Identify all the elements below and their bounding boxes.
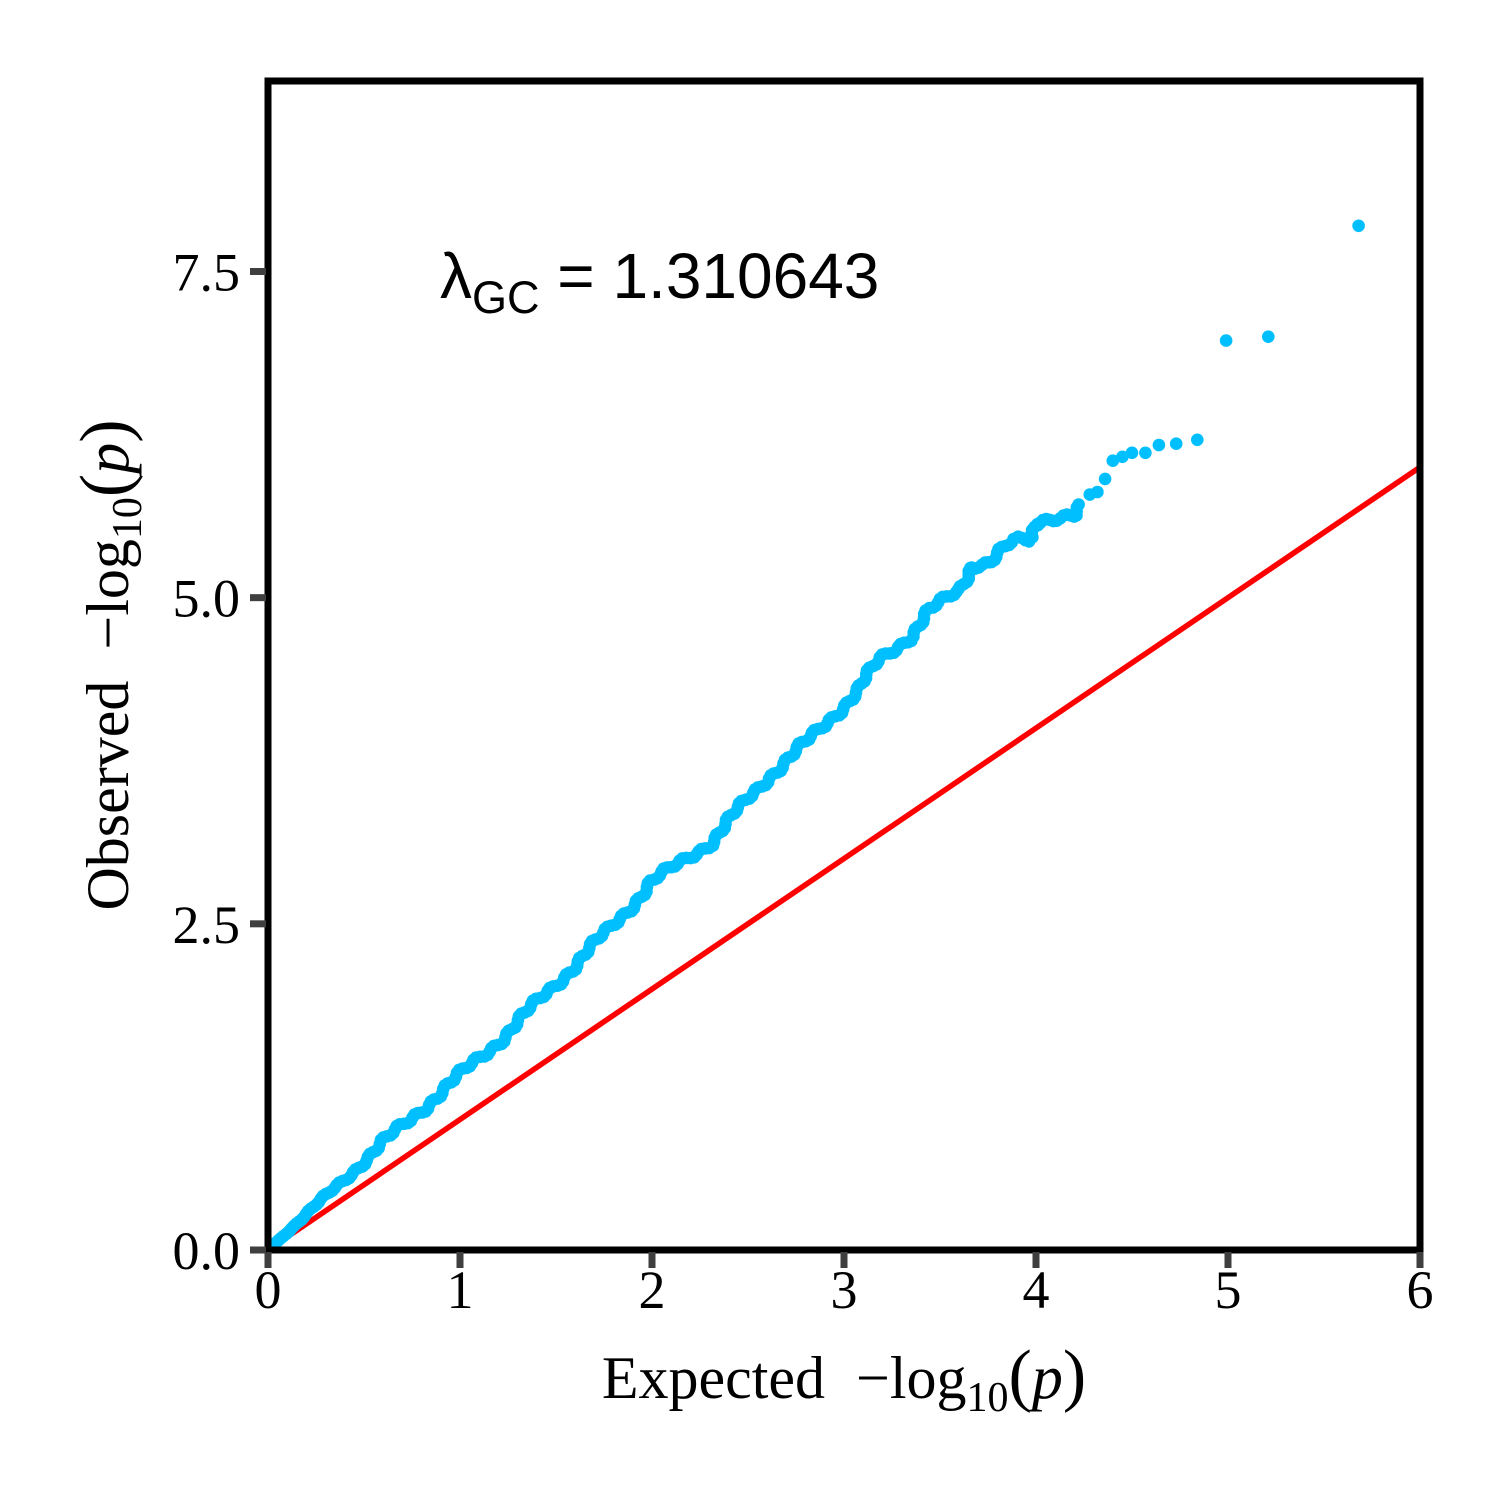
x-tick-label: 5: [1215, 1260, 1242, 1320]
data-point-tail: [1116, 450, 1129, 464]
identity-line-group: [268, 464, 1420, 1250]
y-tick-label: 0.0: [173, 1221, 241, 1281]
lambda-gc-annotation: λGC = 1.310643: [440, 240, 879, 323]
x-axis-title: Expected −log10(p): [602, 1337, 1086, 1421]
data-point-tail: [1352, 219, 1365, 233]
x-tick-label: 0: [255, 1260, 282, 1320]
qq-points-group: [268, 219, 1365, 1250]
x-axis-ticks: 0 1 2 3 4 5 6: [255, 1252, 1434, 1320]
x-tick-label: 4: [1023, 1260, 1050, 1320]
data-point-tail: [1169, 437, 1183, 451]
x-tick-label: 3: [831, 1260, 858, 1320]
y-axis-ticks: 0.0 2.5 5.0 7.5: [173, 242, 266, 1281]
data-point-tail: [1139, 446, 1152, 460]
identity-line: [268, 464, 1420, 1250]
y-tick-label: 5.0: [173, 569, 241, 629]
data-point-tail: [1219, 334, 1233, 347]
data-point-tail: [1191, 433, 1204, 447]
data-point-tail: [1262, 330, 1275, 344]
data-point: [1072, 498, 1085, 511]
data-point-tail: [1106, 454, 1120, 468]
data-point-tail: [1098, 472, 1112, 486]
x-tick-label: 2: [639, 1260, 666, 1320]
y-tick-label: 7.5: [173, 242, 241, 302]
data-point-tail: [1152, 438, 1166, 452]
y-axis-title: Observed −log10(p): [67, 419, 151, 910]
y-tick-label: 2.5: [173, 895, 241, 955]
x-tick-label: 6: [1407, 1260, 1434, 1320]
data-point-tail: [1125, 446, 1139, 460]
plot-border-box: [264, 77, 1424, 1254]
x-tick-label: 1: [447, 1260, 474, 1320]
data-point-tail: [1091, 485, 1104, 499]
